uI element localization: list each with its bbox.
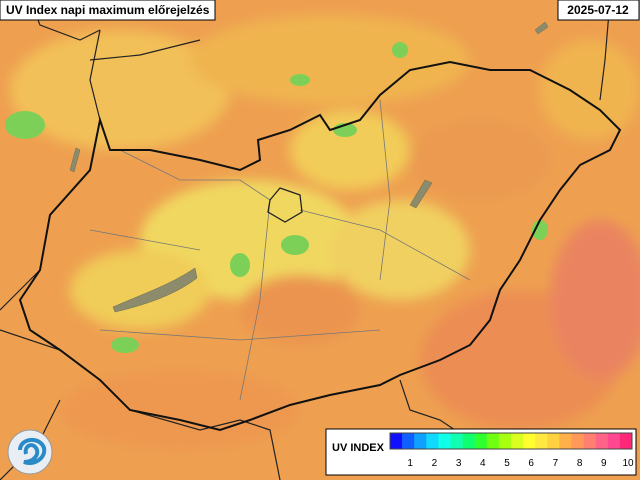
legend-swatch — [571, 433, 584, 449]
legend-swatch — [523, 433, 536, 449]
legend-swatch — [619, 433, 633, 449]
legend-swatch — [607, 433, 621, 449]
map-title: UV Index napi maximum előrejelzés — [6, 3, 210, 17]
lakes — [69, 21, 549, 313]
green-patches — [5, 42, 548, 353]
legend-swatch — [498, 433, 512, 449]
legend-swatch — [486, 433, 500, 449]
date-box — [557, 0, 640, 21]
legend-swatch — [438, 433, 451, 449]
legend-swatch — [414, 433, 427, 449]
legend-swatch — [450, 433, 463, 449]
legend: UV INDEX 1 2 3 4 5 6 7 8 9 10 — [325, 428, 637, 476]
uv-field — [10, 15, 640, 450]
legend-swatch — [390, 433, 403, 449]
legend-label: 2 — [432, 458, 438, 469]
legend-label: 4 — [480, 458, 486, 469]
legend-label: 8 — [577, 458, 583, 469]
title-box — [0, 0, 216, 21]
legend-swatch — [559, 433, 572, 449]
legend-label: 10 — [622, 458, 634, 469]
legend-swatch — [474, 433, 488, 449]
logo — [7, 429, 53, 475]
legend-swatch — [535, 433, 548, 449]
legend-swatch — [583, 433, 596, 449]
legend-swatch — [402, 433, 415, 449]
legend-bar-outline — [389, 432, 633, 450]
county-borders — [89, 99, 471, 401]
legend-label: 7 — [553, 458, 559, 469]
legend-swatch — [426, 433, 439, 449]
legend-title: UV INDEX — [332, 442, 385, 454]
date-label: 2025-07-12 — [567, 3, 629, 17]
legend-swatch — [547, 433, 560, 449]
budapest-border — [267, 187, 303, 223]
legend-label: 5 — [504, 458, 510, 469]
legend-swatch — [595, 433, 609, 449]
legend-label: 6 — [528, 458, 534, 469]
legend-label: 9 — [601, 458, 607, 469]
legend-swatch — [462, 433, 475, 449]
legend-label: 3 — [456, 458, 462, 469]
legend-swatch — [511, 433, 524, 449]
legend-label: 1 — [407, 458, 413, 469]
hungary-border — [18, 60, 622, 432]
